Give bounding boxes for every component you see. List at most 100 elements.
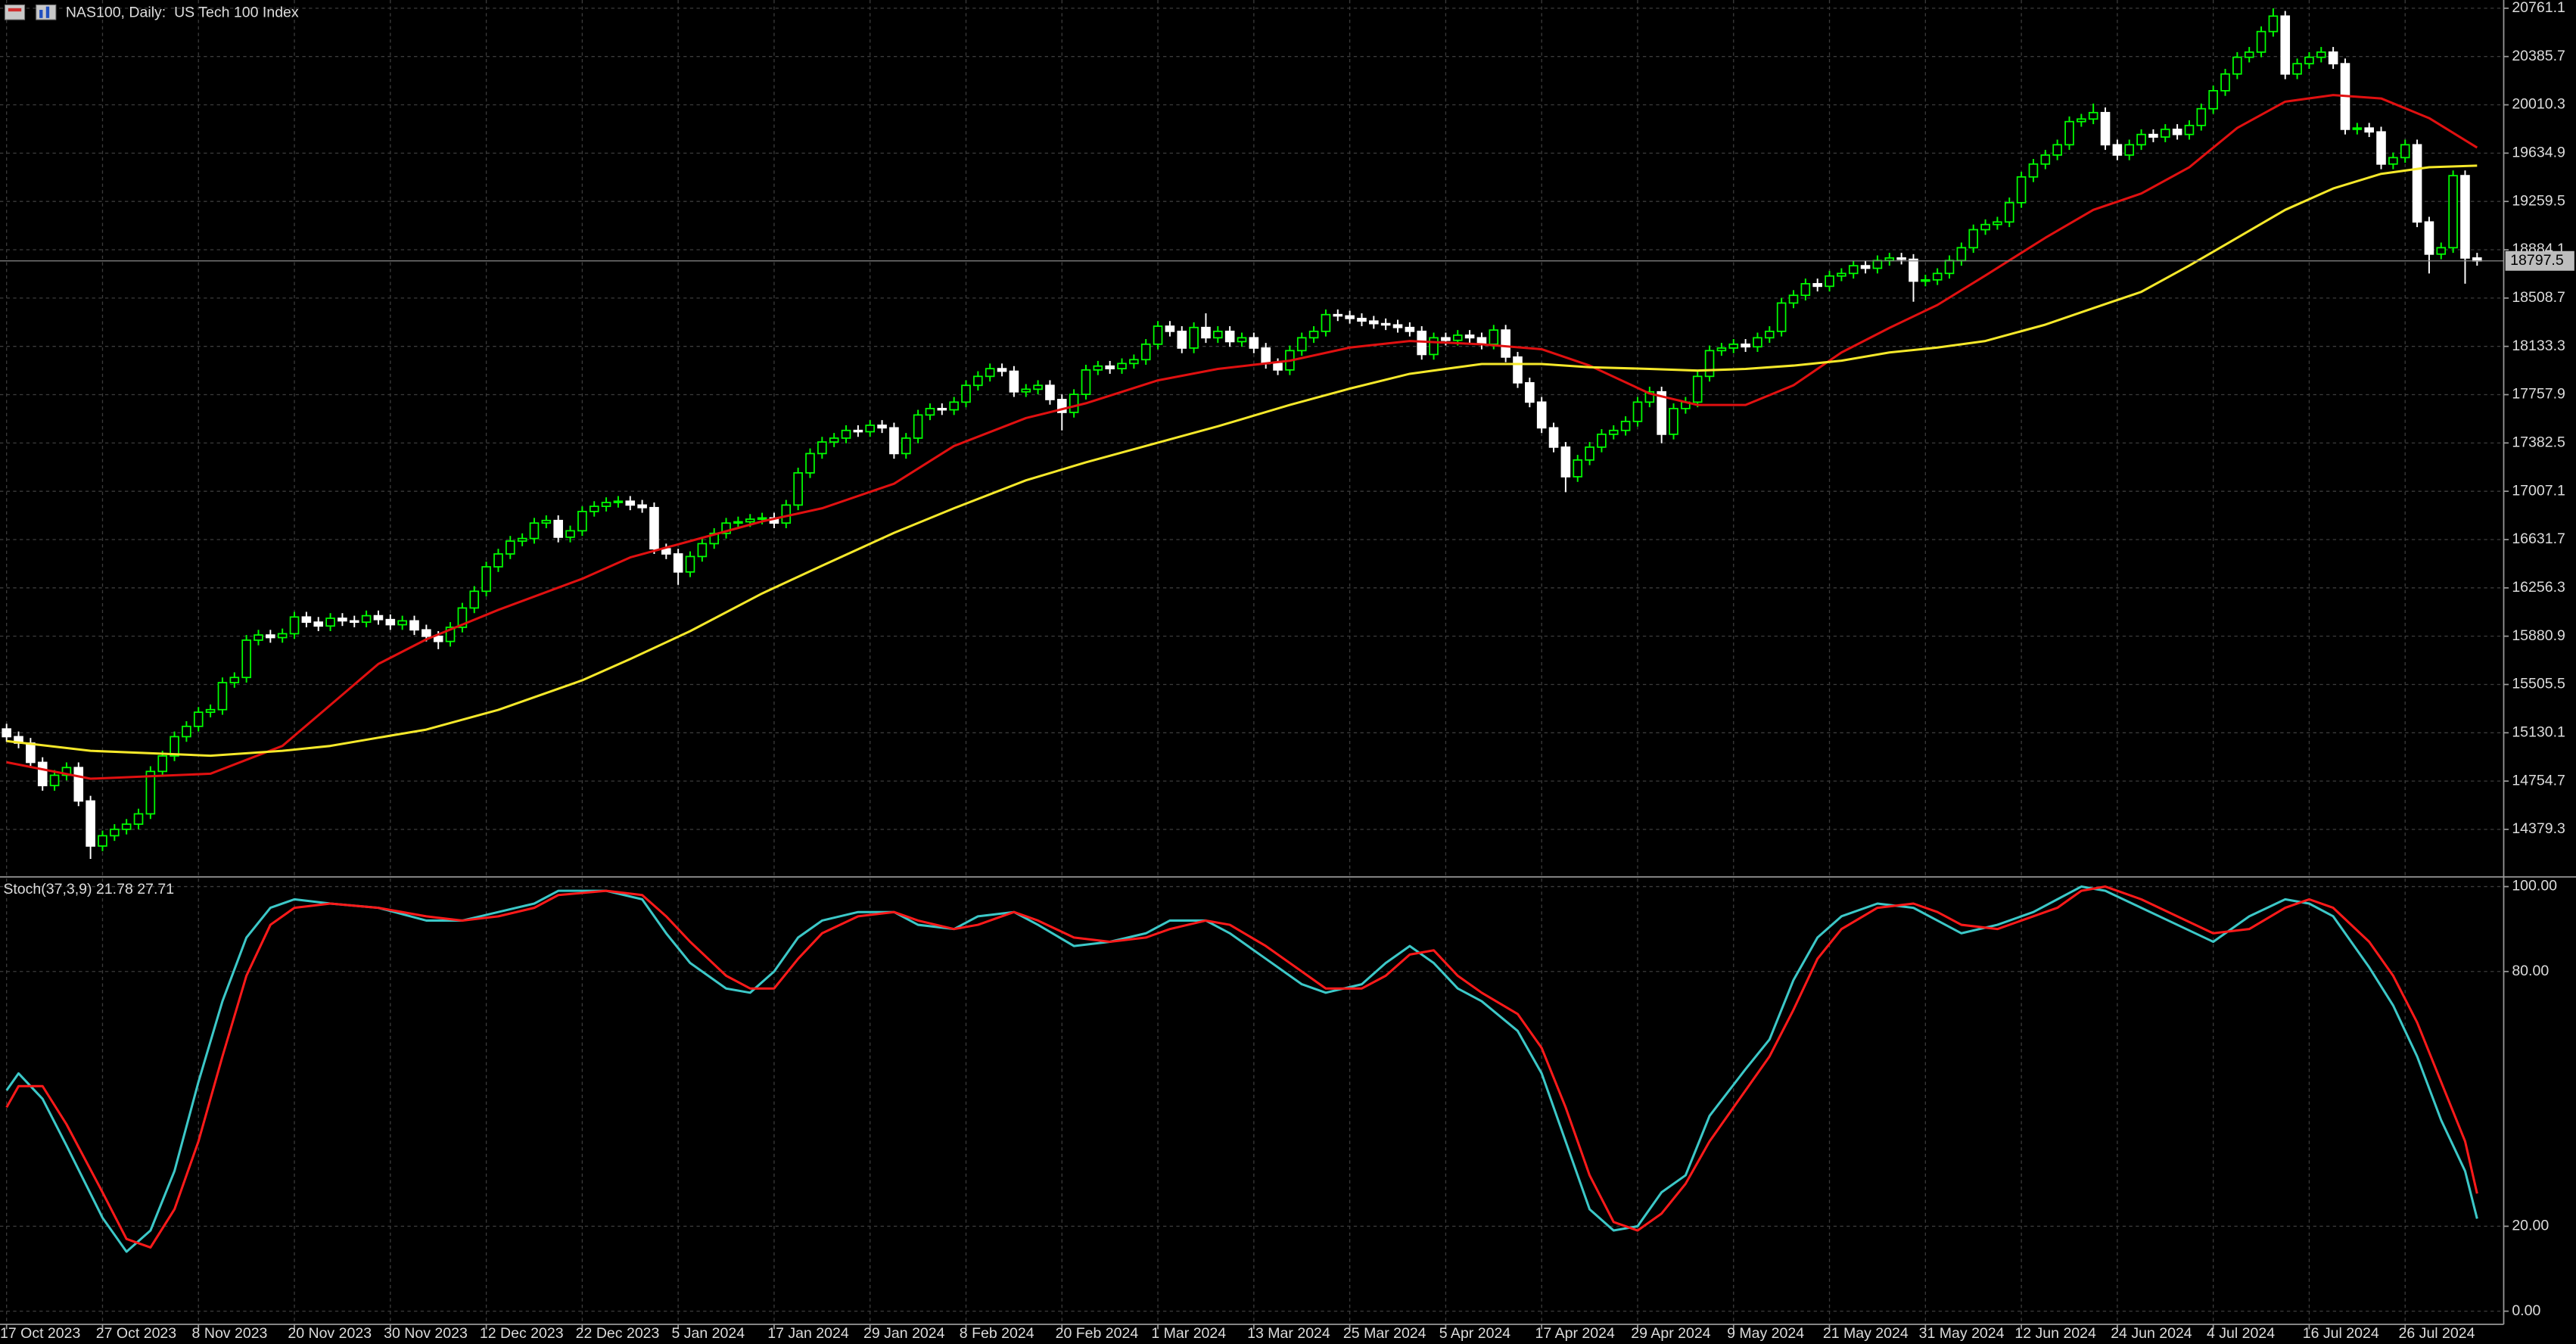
candle-body [541, 519, 552, 524]
candle-body [325, 618, 335, 627]
candle-body [2064, 120, 2074, 146]
candle-body [1921, 278, 1930, 282]
candle-body [2196, 107, 2207, 126]
candle-body [241, 639, 251, 679]
icon [39, 9, 43, 18]
candle-body [1033, 384, 1043, 390]
candle-body [1884, 257, 1895, 262]
candle-body [1165, 325, 1175, 332]
candle-body [2352, 127, 2363, 130]
candle-body [1800, 283, 1811, 297]
candle-body [685, 555, 695, 573]
candle-body [649, 506, 659, 550]
candle-body [805, 453, 815, 474]
candle-body [1968, 229, 1979, 249]
candle-body [1993, 221, 2002, 226]
x-tick-label: 22 Dec 2023 [576, 1325, 660, 1342]
candle-body [1308, 330, 1319, 339]
candle-body [1273, 362, 1283, 371]
x-tick-label: 5 Jan 2024 [671, 1325, 745, 1342]
candle-body [2160, 129, 2170, 138]
candle-body [1153, 325, 1163, 345]
candle-body [1825, 275, 1834, 288]
y-tick-label: 16256.3 [2512, 579, 2565, 596]
candle-body [1333, 313, 1343, 317]
candle-body [1177, 330, 1187, 349]
candle-body [2220, 73, 2230, 92]
candle-body [37, 761, 48, 786]
candle-body [2148, 133, 2158, 138]
candle-body [865, 425, 876, 433]
candle-body [673, 553, 683, 573]
candle-body [1296, 337, 1307, 352]
icon [8, 8, 22, 12]
candle-body [1896, 257, 1906, 260]
candle-body [1129, 359, 1139, 365]
candle-body [853, 429, 863, 433]
candle-body [589, 506, 599, 512]
y-tick-label: 14754.7 [2512, 772, 2565, 789]
candle-body [457, 607, 468, 628]
candle-body [26, 742, 36, 764]
candle-body [1140, 343, 1151, 361]
candle-body [1380, 322, 1391, 326]
candle-body [1716, 347, 1727, 352]
candle-body [2136, 133, 2146, 146]
x-tick-label: 12 Jun 2024 [2014, 1325, 2096, 1342]
candle-body [1056, 399, 1067, 413]
candle-body [49, 774, 60, 786]
y-tick-label: 17382.5 [2512, 434, 2565, 451]
candle-body [565, 530, 575, 538]
candle-body [110, 828, 120, 837]
candle-body [1909, 258, 1918, 282]
candle-body [817, 441, 827, 455]
candle-body [1548, 427, 1559, 448]
x-tick-label: 26 Jul 2024 [2399, 1325, 2475, 1342]
candle-body [2292, 63, 2302, 75]
candle-body [86, 800, 95, 847]
y-tick-label: 16631.7 [2512, 530, 2565, 547]
candle-body [1369, 320, 1379, 325]
current-price-box [2505, 250, 2574, 271]
x-tick-label: 31 May 2024 [1919, 1325, 2005, 1342]
candle-body [1201, 326, 1211, 339]
candle-body [1753, 337, 1762, 348]
y-tick-label: 20385.7 [2512, 48, 2565, 64]
candle-body [121, 823, 132, 830]
candle-body [361, 614, 372, 623]
candle-body [961, 384, 971, 403]
indicator-title: Stoch(37,3,9) 21.78 27.71 [3, 881, 174, 898]
y-tick-label: 15130.1 [2512, 723, 2565, 740]
candle-body [385, 618, 396, 626]
candle-body [2256, 30, 2266, 53]
x-tick-label: 17 Apr 2024 [1535, 1325, 1615, 1342]
x-tick-label: 9 May 2024 [1727, 1325, 1804, 1342]
candle-body [2364, 127, 2374, 133]
candle-body [1704, 350, 1715, 378]
candle-body [1788, 294, 1799, 304]
candle-body [1932, 272, 1943, 281]
candle-body [1657, 390, 1666, 435]
candle-body [517, 537, 527, 542]
y-tick-label: 17007.1 [2512, 482, 2565, 499]
candle-body [1081, 369, 1091, 396]
candle-body [1093, 365, 1103, 371]
candle-body [1392, 324, 1403, 328]
candle-body [2412, 144, 2422, 223]
candle-body [1944, 260, 1955, 275]
candle-body [373, 614, 384, 621]
y-tick-label: 20.00 [2512, 1218, 2549, 1234]
candle-body [2316, 51, 2326, 58]
candle-body [1464, 334, 1475, 339]
y-tick-label: 15505.5 [2512, 676, 2565, 692]
candle-body [1536, 401, 1547, 429]
candle-body [1608, 429, 1619, 435]
candle-body [98, 835, 107, 847]
candle-body [2100, 111, 2111, 146]
x-tick-label: 1 Mar 2024 [1151, 1325, 1226, 1342]
candle-body [2, 728, 11, 738]
candle-body [1837, 272, 1846, 277]
x-tick-label: 5 Apr 2024 [1439, 1325, 1511, 1342]
